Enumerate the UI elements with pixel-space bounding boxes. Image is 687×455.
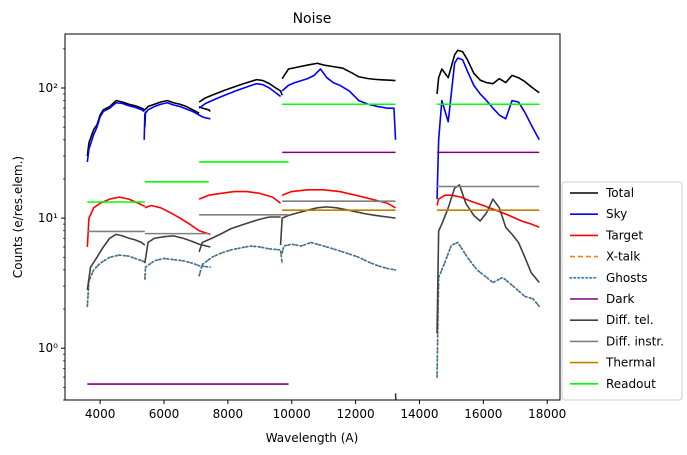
series-diff-tel xyxy=(86,184,540,400)
series-line-0-4 xyxy=(281,62,396,82)
series-line-1-3 xyxy=(281,68,397,140)
x-axis: 4000 6000 8000 10000 12000 14000 16000 18000 xyxy=(85,400,566,421)
series-line-4-3 xyxy=(281,241,397,271)
series-line-3-3 xyxy=(281,241,396,271)
series-line-1-2 xyxy=(198,82,282,109)
series-layer xyxy=(86,49,541,400)
y-axis-title: Counts (e/res.elem.) xyxy=(11,156,25,278)
series-line-4-4 xyxy=(436,241,541,378)
series-line-4-2 xyxy=(198,245,283,277)
series-line-3-4 xyxy=(436,241,540,378)
series-line-4-1 xyxy=(144,257,212,280)
x-tick-label: 6000 xyxy=(149,407,180,421)
series-sky xyxy=(86,57,540,200)
legend: Total Sky Target X-talk Ghosts Dark Diff. tel.… xyxy=(561,181,683,401)
x-axis-title: Wavelength (A) xyxy=(266,431,359,445)
series-line-3-1 xyxy=(144,257,211,280)
series-total xyxy=(86,49,540,157)
series-ghosts xyxy=(86,241,541,378)
series-line-4-0 xyxy=(86,254,146,308)
x-tick-label: 8000 xyxy=(213,407,244,421)
series-line-6-1 xyxy=(144,235,211,264)
y-tick-label: 10⁰ xyxy=(38,341,58,355)
x-tick-label: 16000 xyxy=(464,407,502,421)
series-line-3-0 xyxy=(86,254,146,307)
series-line-6-0 xyxy=(86,233,146,291)
legend-label: Thermal xyxy=(605,356,655,370)
legend-label: Readout xyxy=(606,377,656,391)
series-line-2-2 xyxy=(198,190,282,204)
series-dark xyxy=(87,151,540,385)
series-line-3-2 xyxy=(198,245,283,277)
x-tick-label: 4000 xyxy=(85,407,116,421)
plot-frame xyxy=(64,33,561,401)
series-readout xyxy=(87,103,540,203)
series-line-6-3 xyxy=(279,206,396,246)
legend-label: Diff. tel. xyxy=(606,313,654,327)
series-line-6-2 xyxy=(198,216,281,253)
x-tick-label: 18000 xyxy=(528,407,566,421)
series-line-0-2 xyxy=(198,78,283,103)
y-tick-label: 10¹ xyxy=(38,211,58,225)
x-tick-label: 12000 xyxy=(337,407,375,421)
legend-label: Sky xyxy=(606,207,627,221)
series-line-1-0 xyxy=(86,101,145,163)
x-tick-label: 14000 xyxy=(400,407,438,421)
series-line-2-1 xyxy=(144,204,211,236)
series-line-2-4 xyxy=(436,194,540,229)
y-tick-label: 10² xyxy=(38,81,58,95)
series-line-0-0 xyxy=(86,99,200,157)
legend-label: Total xyxy=(605,186,634,200)
legend-label: Ghosts xyxy=(606,271,647,285)
series-line-1-4 xyxy=(436,57,540,200)
legend-label: Dark xyxy=(606,292,635,306)
legend-label: X-talk xyxy=(606,250,640,264)
series-line-0-5 xyxy=(436,49,540,95)
y-axis: 10⁰ 10¹ 10² xyxy=(38,48,65,401)
chart-title: Noise xyxy=(293,11,332,27)
x-tick-label: 10000 xyxy=(273,407,311,421)
series-line-2-3 xyxy=(281,189,396,209)
legend-box xyxy=(561,181,683,401)
series-diff-instr xyxy=(87,185,540,235)
series-line-1-1 xyxy=(143,101,211,140)
legend-label: Diff. instr. xyxy=(606,334,664,348)
legend-label: Target xyxy=(605,228,643,242)
